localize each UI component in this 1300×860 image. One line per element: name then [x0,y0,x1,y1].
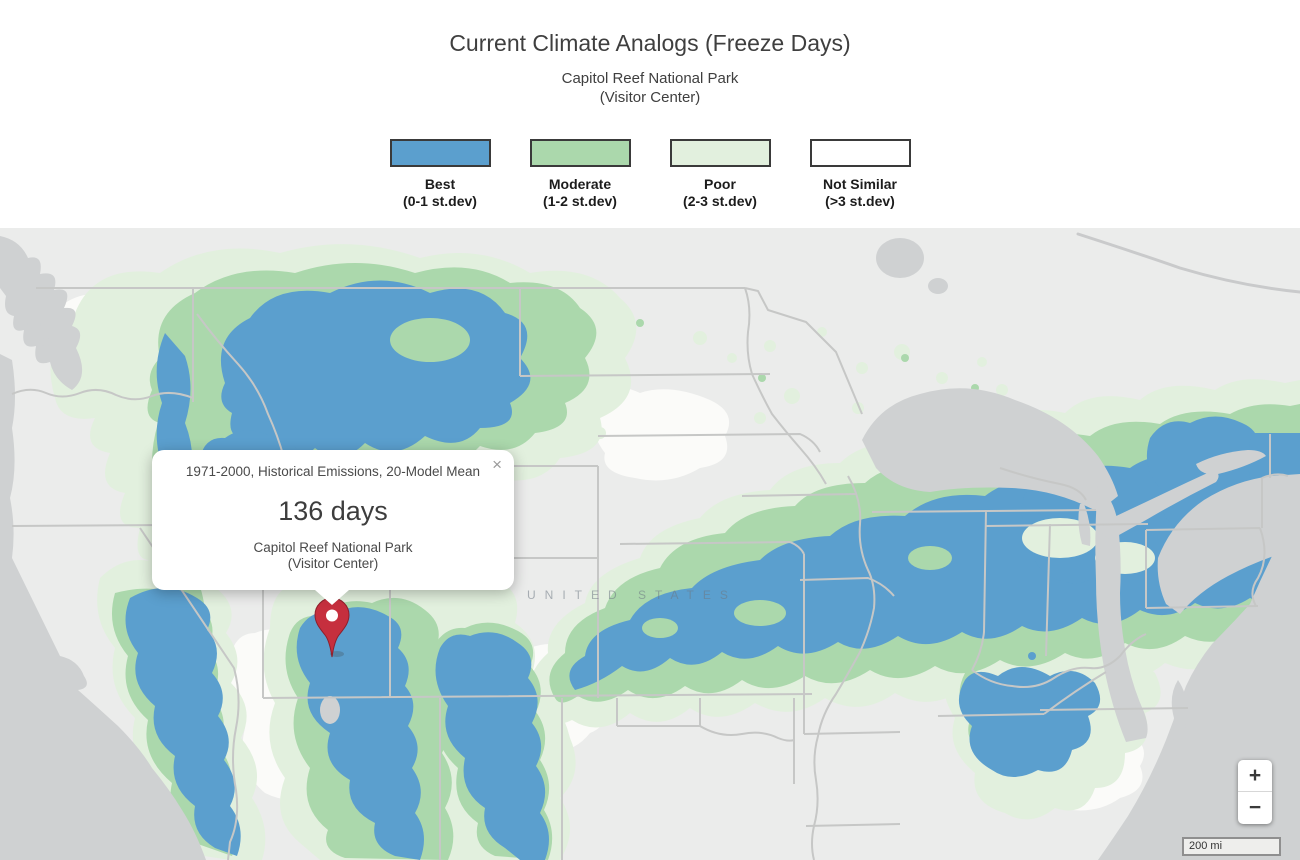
lake-ontario [1196,450,1266,475]
close-icon[interactable]: × [492,455,502,474]
legend-label-not-similar: Not Similar (>3 st.dev) [823,176,897,210]
zoom-out-button[interactable]: − [1248,795,1262,819]
zoom-control-divider [1238,791,1272,792]
lake-superior [862,388,1118,512]
subtitle-park-name: Capitol Reef National Park [561,70,739,87]
header: Current Climate Analogs (Freeze Days) Ca… [0,30,1300,108]
map-popup: × 1971-2000, Historical Emissions, 20-Mo… [152,450,514,606]
lake-nipigon [876,238,924,278]
popup-value: 136 days [278,495,388,526]
lake-huron [1157,474,1300,614]
popup-location: Capitol Reef National Park (Visitor Cent… [178,540,488,574]
chesapeake-bay [1171,680,1192,764]
lake-michigan [1095,486,1148,742]
country-label: UNITED STATES [527,588,737,602]
subtitle-site-name: (Visitor Center) [599,88,701,106]
pacific-coast [0,354,206,860]
location-pin-icon[interactable] [313,597,351,659]
legend-item-poor: Poor (2-3 st.dev) [669,139,771,210]
pacific-northwest-sound [0,236,83,390]
map-canvas[interactable]: UNITED STATES [0,228,1300,860]
zoom-in-button[interactable]: + [1248,763,1262,787]
popup-scenario-text: 1971-2000, Historical Emissions, 20-Mode… [185,464,481,479]
page-subtitle: Capitol Reef National Park (Visitor Cent… [0,70,1300,108]
map-graphic [0,228,1300,860]
great-salt-lake [320,696,340,724]
legend: Best (0-1 st.dev) Moderate (1-2 st.dev) … [0,139,1300,210]
legend-label-poor: Poor (2-3 st.dev) [683,176,757,210]
legend-swatch-not-similar [809,139,911,167]
map-scale-bar: 200 mi [1182,837,1281,856]
legend-swatch-moderate [529,139,631,167]
river-layer [1076,232,1300,294]
popup-location-park: Capitol Reef National Park [253,539,413,555]
lake-erie [1098,470,1219,540]
page-title: Current Climate Analogs (Freeze Days) [449,30,851,56]
legend-label-moderate: Moderate (1-2 st.dev) [543,176,617,210]
st-lawrence-river [1076,232,1300,294]
zoom-control: + − [1238,760,1272,824]
legend-swatch-poor [669,139,771,167]
legend-label-best: Best (0-1 st.dev) [403,176,477,210]
popup-location-site: (Visitor Center) [287,556,379,572]
legend-item-moderate: Moderate (1-2 st.dev) [529,139,631,210]
legend-item-best: Best (0-1 st.dev) [389,139,491,210]
legend-item-not-similar: Not Similar (>3 st.dev) [809,139,911,210]
legend-swatch-best [389,139,491,167]
